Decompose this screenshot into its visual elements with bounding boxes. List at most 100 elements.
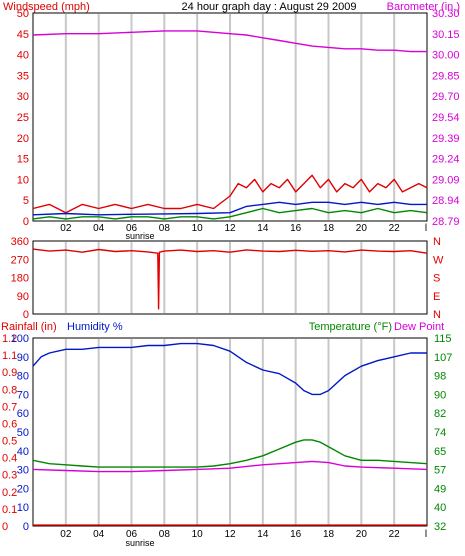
temperature-tick: 98: [434, 371, 446, 383]
chart-title: 24 hour graph day : August 29 2009: [182, 1, 357, 13]
direction-degree-tick: 90: [17, 291, 29, 303]
rainfall-tick: 0.2: [2, 487, 17, 499]
hour-label: 14: [257, 223, 269, 234]
hour-label: 12: [224, 529, 236, 540]
barometer-tick: 28.94: [432, 195, 460, 207]
hour-label: 18: [323, 223, 335, 234]
hour-label: 04: [93, 223, 105, 234]
hour-label: 22: [389, 223, 401, 234]
temperature-tick: 107: [434, 352, 452, 364]
humidity-tick: 50: [17, 427, 29, 439]
windspeed-tick: 0: [23, 216, 29, 228]
series-line-magenta: [32, 30, 427, 53]
series-line-magenta: [32, 460, 428, 473]
humidity-tick: 30: [17, 465, 29, 477]
humidity-tick-labels: 0 10 20 30 40 50 60 70 80 90 100: [11, 333, 29, 533]
temperature-tick: 115: [434, 333, 452, 345]
temperature-tick: 90: [434, 389, 446, 401]
windspeed-tick: 30: [17, 91, 29, 103]
dewpoint-label: Dew Point: [394, 321, 444, 333]
temperature-tick: 57: [434, 465, 446, 477]
hour-label: 08: [159, 529, 171, 540]
direction-compass-tick: N: [433, 309, 441, 321]
rainhumtemp-series: [32, 342, 428, 526]
windspeed-tick: 40: [17, 50, 29, 62]
temperature-tick: 32: [434, 521, 446, 533]
hour-label: 06: [126, 529, 138, 540]
hour-label: 14: [257, 529, 269, 540]
direction-compass-tick: S: [433, 273, 440, 285]
series-line-direction: [32, 248, 428, 310]
hour-label: 22: [389, 529, 401, 540]
rainhumtemp-panel-frame: [32, 337, 428, 527]
barometer-tick: 29.24: [432, 154, 460, 166]
temperature-tick: 65: [434, 446, 446, 458]
humidity-tick: 40: [17, 446, 29, 458]
windspeed-tick: 25: [17, 112, 29, 124]
hour-label: 18: [323, 529, 335, 540]
windspeed-tick: 45: [17, 29, 29, 41]
temperature-tick-labels: 32 40 49 57 65 74 82 90 98 107 115: [434, 333, 452, 533]
temperature-tick: 82: [434, 408, 446, 420]
direction-degree-tick: 270: [11, 254, 29, 266]
rainhumtemp-hour-labels: 02 04 06 08 10 12 14 16 18 20 22 l: [60, 529, 427, 540]
humidity-tick: 70: [17, 389, 29, 401]
windspeed-tick: 10: [17, 174, 29, 186]
rainfall-tick: 1.1: [2, 350, 17, 362]
humidity-tick: 90: [17, 352, 29, 364]
rainfall-tick-labels: 0 0.1 0.2 0.3 0.4 0.5 0.6 0.7 0.8 0.9 1.1 1.2: [2, 333, 17, 533]
direction-degree-tick: 180: [11, 273, 29, 285]
rainfall-tick: 0.7: [2, 401, 17, 413]
humidity-label: Humidity %: [67, 321, 123, 333]
temperature-label: Temperature (°F): [309, 321, 392, 333]
barometer-tick: 29.70: [432, 91, 460, 103]
temperature-tick: 40: [434, 502, 446, 514]
humidity-tick: 100: [11, 333, 29, 345]
direction-panel-frame: [32, 240, 428, 315]
rainfall-tick: 1.2: [2, 333, 17, 345]
hour-label: 16: [290, 223, 302, 234]
rainfall-tick: 0.3: [2, 470, 17, 482]
windspeed-tick-labels: 0 5 10 15 20 25 30 35 40 45 50: [17, 8, 29, 228]
direction-degree-labels: 0 90 180 270 360: [11, 236, 29, 321]
direction-compass-tick: N: [433, 236, 441, 248]
series-line-blue: [32, 342, 427, 396]
hour-label: 08: [159, 223, 171, 234]
humidity-tick: 80: [17, 371, 29, 383]
series-line-green: [32, 439, 428, 468]
barometer-tick: 29.09: [432, 174, 460, 186]
temperature-tick: 74: [434, 427, 446, 439]
rainfall-tick: 0.9: [2, 367, 17, 379]
barometer-tick: 30.00: [432, 50, 460, 62]
direction-compass-tick: E: [433, 291, 440, 303]
rainfall-tick: 0.8: [2, 384, 17, 396]
barometer-tick: 29.85: [432, 70, 460, 82]
rainfall-tick: 0.1: [2, 504, 17, 516]
humidity-tick: 0: [23, 521, 29, 533]
end-label: l: [425, 223, 427, 234]
barometer-tick: 30.30: [432, 8, 460, 20]
barometer-tick: 28.79: [432, 216, 460, 228]
temperature-tick: 49: [434, 483, 446, 495]
windspeed-tick: 5: [23, 195, 29, 207]
hour-label: 02: [60, 223, 72, 234]
direction-gridlines: [64, 242, 396, 313]
humidity-tick: 60: [17, 408, 29, 420]
windspeed-tick: 20: [17, 133, 29, 145]
sunrise-label-bottom: sunrise: [125, 538, 154, 548]
direction-compass-tick: W: [433, 254, 444, 266]
windbaro-series: [32, 30, 428, 220]
hour-label: 10: [192, 223, 204, 234]
hour-label: 10: [192, 529, 204, 540]
windbaro-hour-labels: 02 04 06 08 10 12 14 16 18 20 22 l: [60, 223, 427, 234]
hour-label: 20: [356, 223, 368, 234]
rainfall-tick: 0: [2, 521, 8, 533]
series-line-red: [32, 174, 428, 214]
rainfall-tick: 0.6: [2, 418, 17, 430]
hour-label: 12: [224, 223, 236, 234]
series-line-green: [32, 207, 428, 220]
series-line-blue: [32, 201, 427, 216]
windspeed-tick: 35: [17, 70, 29, 82]
